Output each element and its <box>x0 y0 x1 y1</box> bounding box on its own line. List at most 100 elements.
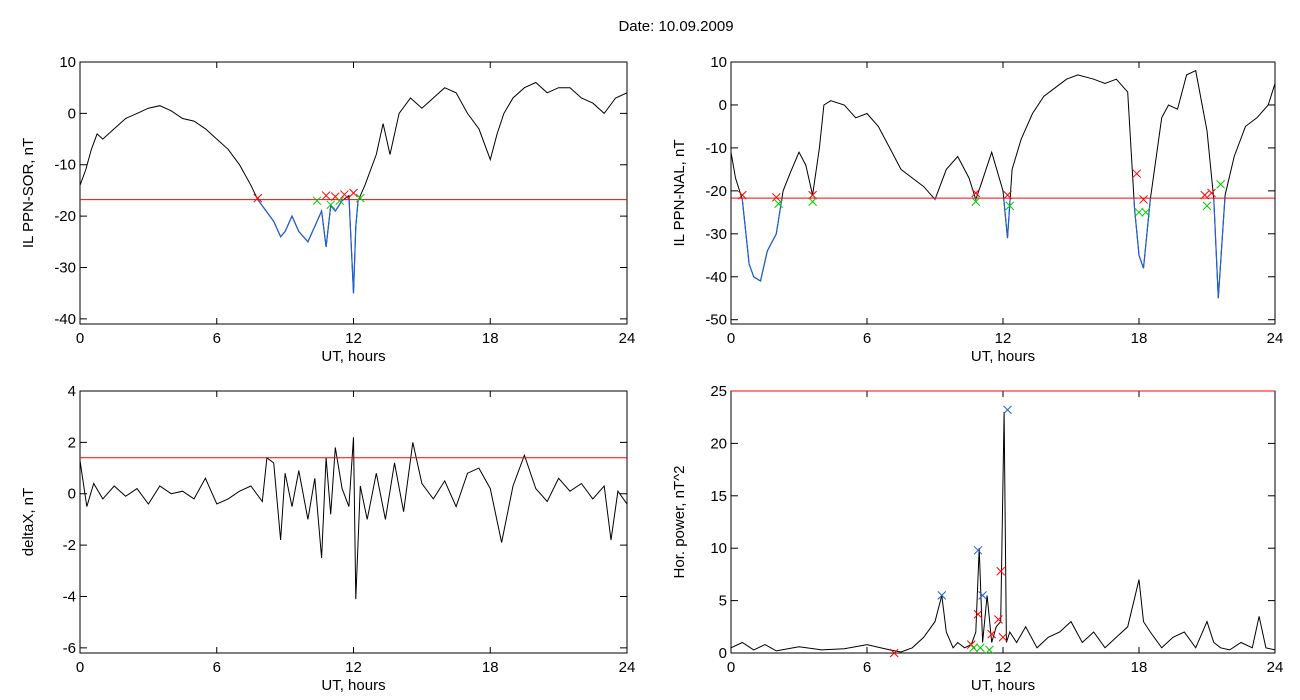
x-tick-label: 6 <box>213 330 221 347</box>
y-tick-label: -2 <box>63 537 76 554</box>
y-tick-label: 0 <box>719 97 727 114</box>
y-tick-label: -30 <box>705 226 727 243</box>
x-tick-label: 18 <box>482 330 499 347</box>
x-tick-label: 6 <box>863 330 871 347</box>
x-tick-label: 24 <box>619 330 636 347</box>
crossing-end-marker <box>969 643 978 653</box>
x-tick-label: 18 <box>1131 330 1148 347</box>
y-tick-label: 2 <box>68 434 76 451</box>
y-tick-label: -10 <box>705 140 727 157</box>
y-tick-label: -4 <box>63 588 76 605</box>
y-tick-label: -40 <box>54 311 76 328</box>
x-axis-label: UT, hours <box>321 677 385 694</box>
y-axis-label: IL PPN-SOR, nT <box>20 138 37 248</box>
y-tick-label: -10 <box>54 157 76 174</box>
series-below-threshold <box>741 198 1226 299</box>
y-tick-label: 0 <box>719 645 727 662</box>
crossing-start-marker <box>1003 190 1012 200</box>
y-tick-label: 10 <box>710 540 727 557</box>
y-tick-label: 0 <box>68 105 76 122</box>
plot-frame <box>79 390 628 654</box>
x-tick-label: 0 <box>727 330 735 347</box>
peak-marker <box>973 545 983 555</box>
x-axis-label: UT, hours <box>971 677 1035 694</box>
y-axis-label: Hor. power, nT^2 <box>671 466 688 579</box>
crossing-start-marker <box>994 615 1003 624</box>
y-tick-label: -20 <box>54 208 76 225</box>
crossing-start-marker <box>1139 195 1148 204</box>
x-tick-label: 0 <box>76 659 84 676</box>
y-tick-label: -50 <box>705 312 727 329</box>
y-axis-label: deltaX, nT <box>20 488 37 556</box>
crossing-start-marker <box>1132 169 1142 179</box>
x-tick-label: 6 <box>863 659 871 676</box>
crossing-start-marker <box>253 193 263 203</box>
x-axis-label: UT, hours <box>971 348 1035 365</box>
y-tick-label: -20 <box>705 183 727 200</box>
series-below-threshold <box>257 199 360 294</box>
y-tick-label: 0 <box>68 486 76 503</box>
y-tick-label: 4 <box>68 383 76 400</box>
x-tick-label: 24 <box>1267 330 1284 347</box>
crossing-start-marker <box>349 188 358 198</box>
y-tick-label: 10 <box>710 54 727 71</box>
crossing-start-marker <box>321 191 331 200</box>
x-tick-label: 0 <box>76 330 84 347</box>
x-tick-label: 18 <box>482 659 499 676</box>
chart-panel-2: 0 6 12 18 24 -50 -40 -30 -20 -10 0 10 UT, hours IL PP… <box>671 54 1283 365</box>
y-tick-label: 5 <box>719 593 727 610</box>
series-line <box>80 437 627 600</box>
crossing-start-marker <box>808 190 817 200</box>
y-tick-label: 15 <box>710 488 727 505</box>
crossing-end-marker <box>312 196 322 206</box>
peak-marker <box>1003 405 1012 415</box>
peak-marker <box>978 591 987 600</box>
crossing-end-marker <box>1141 207 1151 217</box>
crossing-end-marker <box>1005 201 1015 211</box>
crossing-start-marker <box>737 190 747 200</box>
crossing-start-marker <box>771 192 781 202</box>
crossing-end-marker <box>1202 201 1212 211</box>
peak-marker <box>937 591 947 600</box>
y-tick-label: -30 <box>54 259 76 276</box>
y-axis-label: IL PPN-NAL, nT <box>671 140 688 247</box>
crossing-start-marker <box>973 609 983 619</box>
figure-date-title: Date: 10.09.2009 <box>618 18 734 35</box>
crossing-start-marker <box>996 566 1006 576</box>
crossing-start-marker <box>889 648 899 658</box>
crossing-end-marker <box>971 197 981 206</box>
crossing-end-marker <box>335 196 345 206</box>
x-tick-label: 24 <box>619 659 636 676</box>
crossing-start-marker <box>1200 190 1210 200</box>
x-tick-label: 12 <box>995 330 1012 347</box>
plot-frame <box>730 390 1276 654</box>
x-tick-label: 24 <box>1267 659 1284 676</box>
crossing-end-marker <box>1216 180 1225 189</box>
x-tick-label: 18 <box>1131 659 1148 676</box>
crossing-end-marker <box>326 200 336 210</box>
y-tick-label: 25 <box>710 383 727 400</box>
x-tick-label: 12 <box>995 659 1012 676</box>
series-line <box>731 69 1275 299</box>
series-line <box>80 81 627 294</box>
crossing-start-marker <box>340 190 349 199</box>
crossing-start-marker <box>1207 188 1216 198</box>
x-axis-label: UT, hours <box>321 348 385 365</box>
crossing-end-marker <box>355 193 365 203</box>
x-tick-label: 0 <box>727 659 735 676</box>
crossing-start-marker <box>971 188 981 198</box>
crossing-end-marker <box>975 643 985 653</box>
chart-panel-4: 0 6 12 18 24 0 5 10 15 20 25 UT, hours Hor. power, n… <box>671 383 1283 694</box>
y-tick-label: -6 <box>63 640 76 657</box>
x-tick-label: 12 <box>345 330 362 347</box>
y-tick-label: -40 <box>705 269 727 286</box>
chart-panel-1: 0 6 12 18 24 -40 -30 -20 -10 0 10 UT, hours IL PPN-S… <box>20 54 635 365</box>
crossing-end-marker <box>808 197 817 206</box>
series-line <box>731 411 1275 653</box>
y-tick-label: 20 <box>710 435 727 452</box>
y-tick-label: 10 <box>59 54 76 71</box>
crossing-start-marker <box>987 629 997 639</box>
x-tick-label: 6 <box>213 659 221 676</box>
